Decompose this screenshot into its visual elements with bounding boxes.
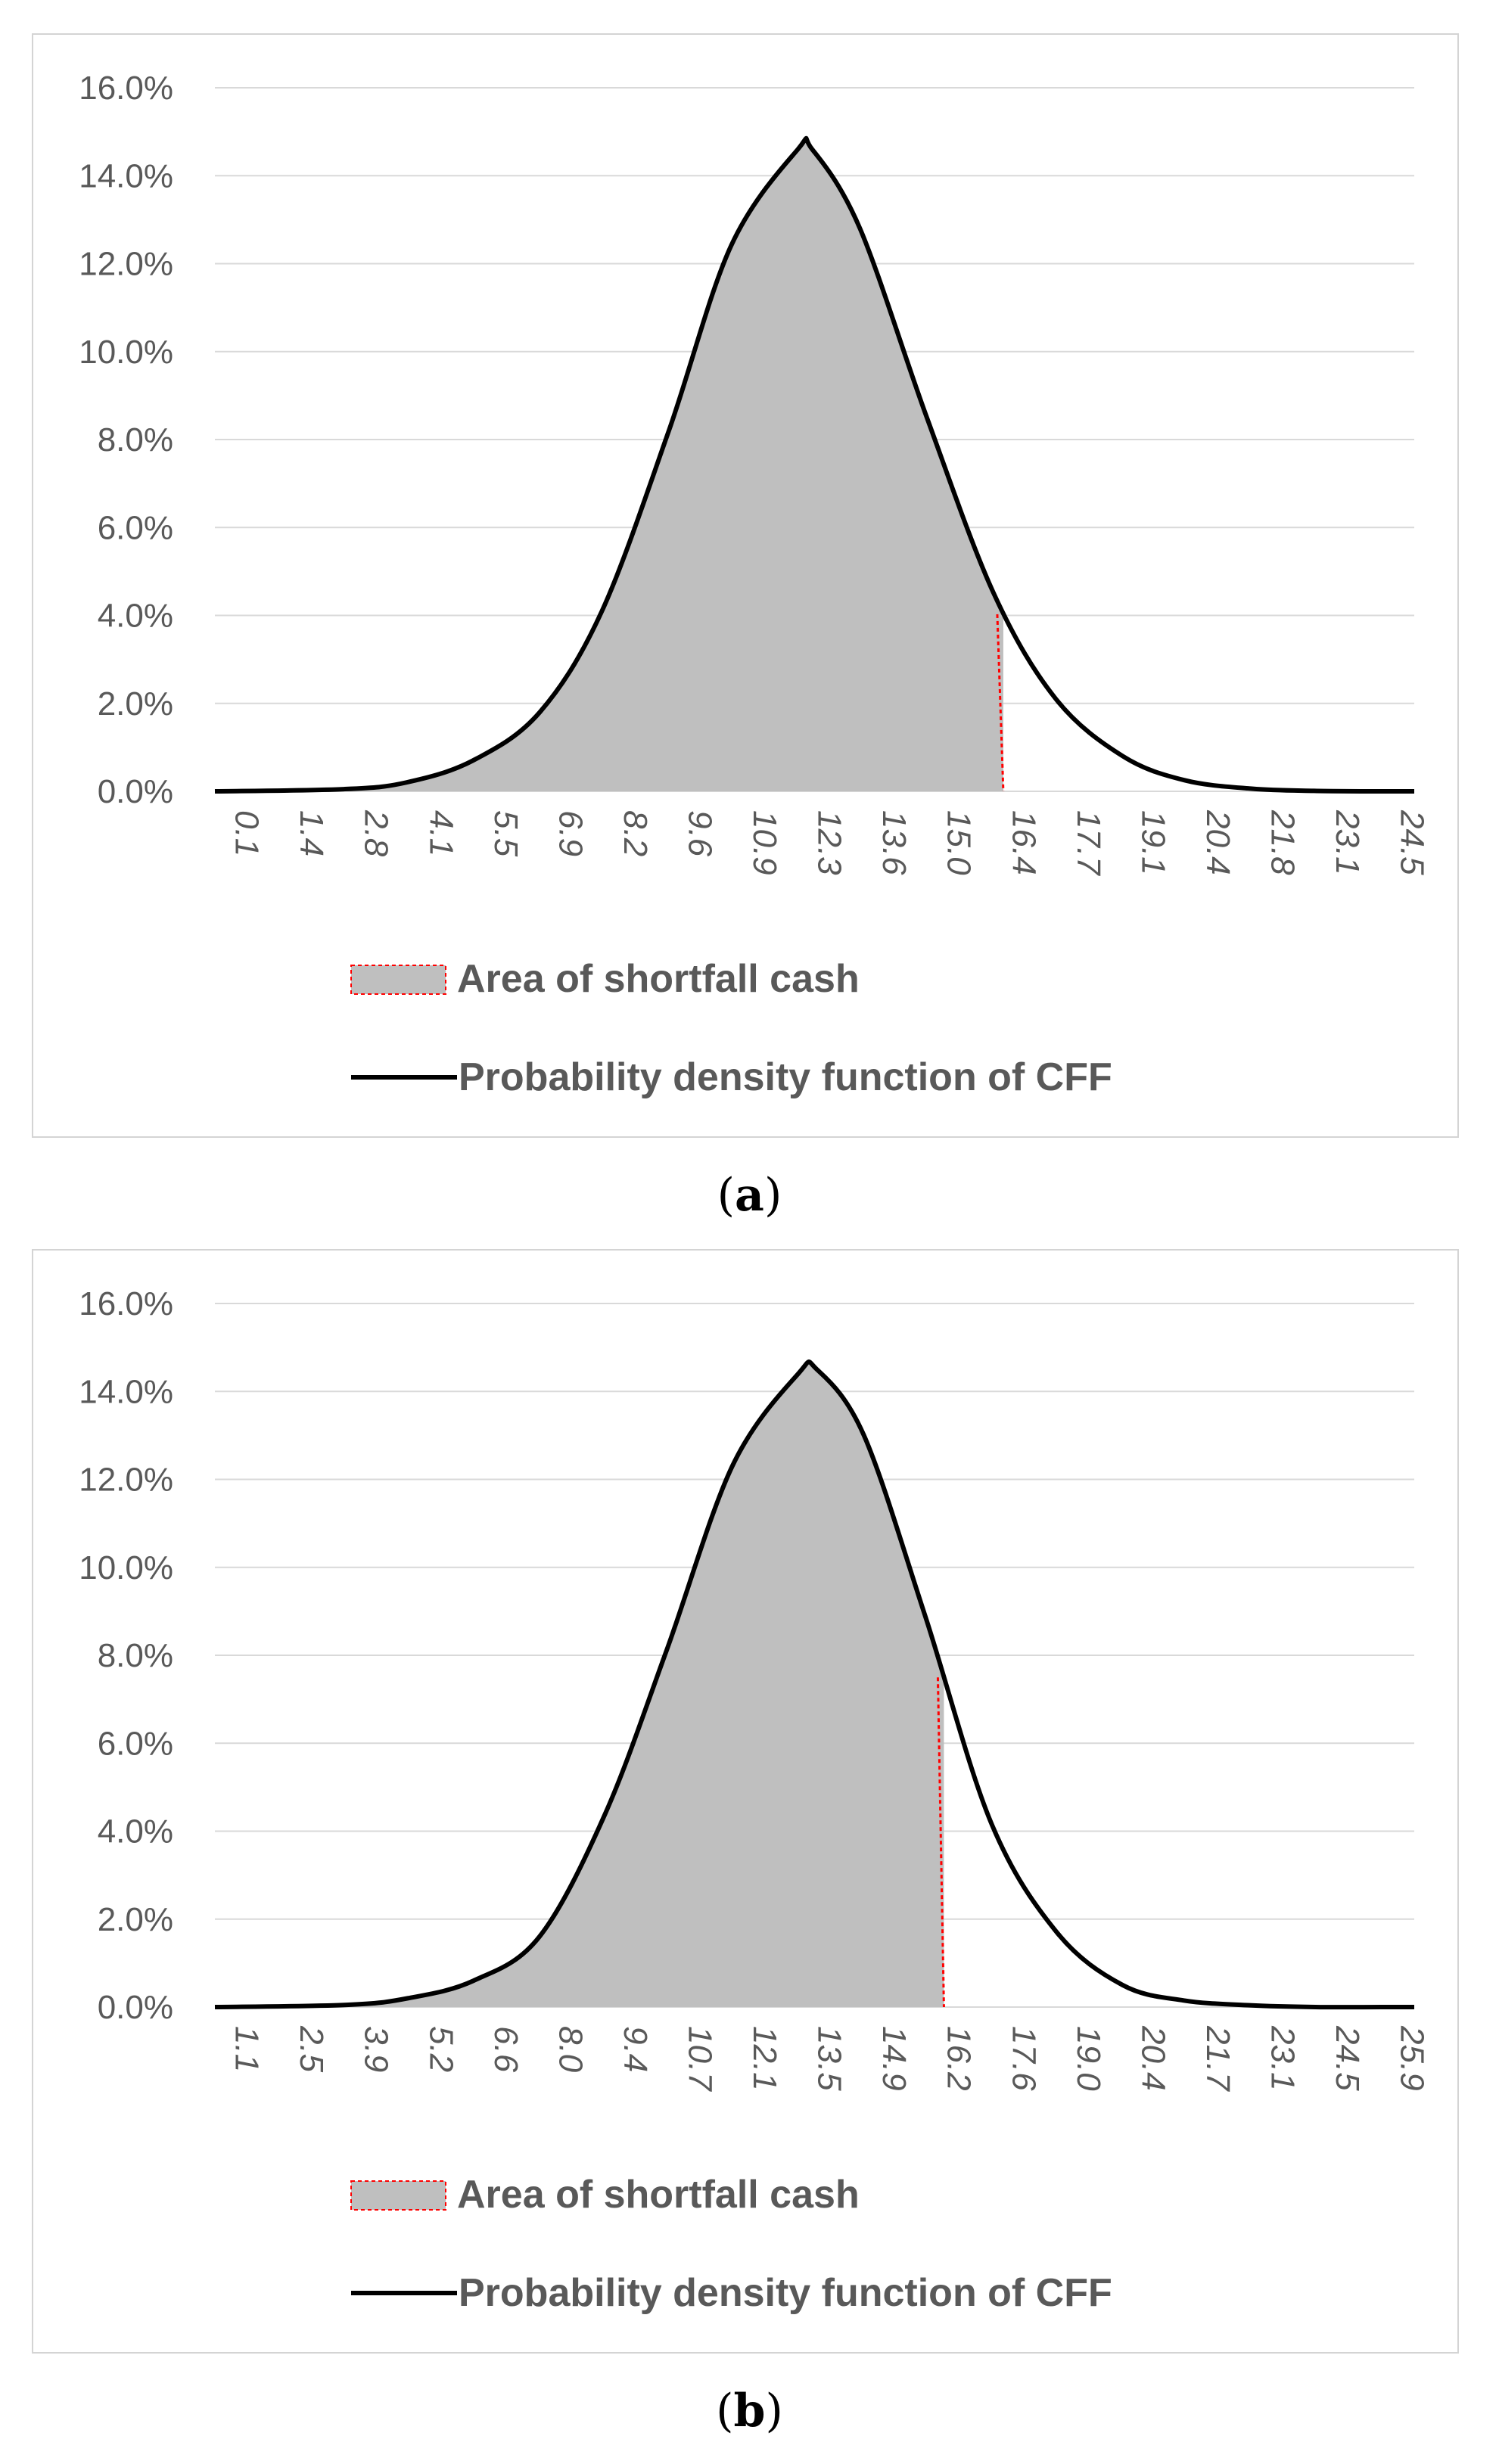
pdf-chart-b: 0.0% 2.0% 4.0% 6.0% 8.0% 10.0% 12.0% 14.0% 16.0%… (79, 1285, 1431, 2315)
pdf-chart-a: 0.0% 2.0% 4.0% 6.0% 8.0% 10.0% 12.0% 14.0% 16.0%… (79, 70, 1431, 1099)
x-tick-label: 25.9 (1394, 2025, 1431, 2091)
x-tick-label: 13.6 (875, 810, 913, 875)
y-tick-label: 6.0% (98, 1725, 173, 1762)
y-tick-label: 6.0% (98, 509, 173, 546)
x-tick-label: 19.1 (1134, 810, 1171, 875)
y-tick-label: 10.0% (79, 334, 173, 371)
x-tick-label: 24.5 (1329, 2025, 1366, 2091)
shortfall-boundary-line (996, 614, 1005, 792)
x-tick-label: 17.7 (1070, 810, 1107, 876)
y-tick-label: 0.0% (98, 773, 173, 810)
x-tick-label: 12.3 (811, 810, 848, 875)
x-tick-label: 2.8 (358, 809, 395, 857)
shortfall-area (215, 1362, 944, 2007)
x-tick-label: 1.4 (293, 810, 330, 856)
x-tick-label: 20.4 (1134, 2025, 1171, 2091)
y-tick-label: 8.0% (98, 1637, 173, 1674)
x-tick-label: 5.2 (422, 2026, 459, 2072)
y-tick-label: 4.0% (98, 1813, 173, 1850)
y-tick-label: 12.0% (79, 1462, 173, 1499)
legend: Area of shortfall cash Probability densit… (350, 957, 1112, 1099)
x-tick-label: 14.9 (875, 2026, 913, 2091)
x-tick-label: 10.9 (746, 810, 783, 875)
x-tick-label: 16.4 (1005, 810, 1042, 875)
x-tick-label: 13.5 (811, 2026, 848, 2091)
shortfall-area (215, 138, 1003, 791)
x-tick-label: 3.9 (358, 2026, 395, 2072)
y-tick-label: 16.0% (79, 1285, 173, 1322)
x-tick-label: 20.4 (1199, 809, 1236, 875)
caption-a: (a) (717, 1169, 782, 1222)
legend-swatch-shortfall (350, 2180, 446, 2211)
chart-panel-b: 0.0% 2.0% 4.0% 6.0% 8.0% 10.0% 12.0% 14.0% 16.0%… (32, 1249, 1459, 2354)
x-tick-label: 21.8 (1264, 809, 1301, 875)
caption-letter-b: b (733, 2385, 766, 2438)
legend-label-shortfall: Area of shortfall cash (457, 2173, 860, 2217)
legend: Area of shortfall cash Probability densit… (350, 2173, 1112, 2315)
x-tick-label: 6.6 (487, 2026, 524, 2073)
x-tick-label: 6.9 (552, 810, 589, 856)
y-tick-label: 12.0% (79, 246, 173, 283)
y-tick-label: 2.0% (98, 685, 173, 722)
y-tick-label: 4.0% (98, 598, 173, 635)
x-tick-label: 23.1 (1329, 809, 1366, 875)
x-tick-label: 8.0 (552, 2026, 589, 2073)
y-tick-label: 10.0% (79, 1549, 173, 1586)
x-tick-label: 19.0 (1070, 2026, 1107, 2091)
y-tick-label: 8.0% (98, 421, 173, 458)
legend-label-shortfall: Area of shortfall cash (457, 957, 860, 1001)
caption-letter-a: a (735, 1169, 764, 1222)
x-tick-label: 15.0 (941, 810, 978, 875)
x-tick-label: 23.1 (1264, 2025, 1301, 2091)
x-tick-label: 9.4 (617, 2026, 654, 2072)
x-tick-label: 21.7 (1199, 2025, 1236, 2092)
x-tick-label: 10.7 (681, 2026, 718, 2092)
x-tick-label: 2.5 (293, 2025, 330, 2073)
x-tick-label: 12.1 (746, 2026, 783, 2091)
caption-b: (b) (716, 2385, 783, 2438)
legend-label-pdf: Probability density function of CFF (459, 2271, 1112, 2315)
legend-swatch-shortfall (350, 965, 446, 995)
pdf-curve (214, 135, 1415, 794)
x-tick-label: 5.5 (487, 810, 524, 857)
y-tick-label: 14.0% (79, 157, 173, 194)
x-tick-label: 1.1 (229, 2026, 266, 2072)
shortfall-boundary-line (936, 1677, 945, 2008)
y-tick-label: 0.0% (98, 1989, 173, 2026)
y-tick-label: 16.0% (79, 70, 173, 107)
x-tick-label: 17.6 (1005, 2026, 1042, 2091)
x-tick-label: 0.1 (229, 810, 266, 856)
chart-panel-a: 0.0% 2.0% 4.0% 6.0% 8.0% 10.0% 12.0% 14.0% 16.0%… (32, 33, 1459, 1138)
y-tick-label: 14.0% (79, 1373, 173, 1410)
x-tick-label: 4.1 (422, 810, 459, 856)
y-tick-label: 2.0% (98, 1901, 173, 1938)
x-tick-label: 9.6 (681, 810, 718, 857)
x-tick-label: 16.2 (941, 2026, 978, 2091)
pdf-curve (214, 1359, 1414, 2010)
legend-label-pdf: Probability density function of CFF (459, 1055, 1112, 1099)
x-tick-label: 8.2 (617, 810, 654, 856)
x-tick-label: 24.5 (1394, 809, 1431, 875)
